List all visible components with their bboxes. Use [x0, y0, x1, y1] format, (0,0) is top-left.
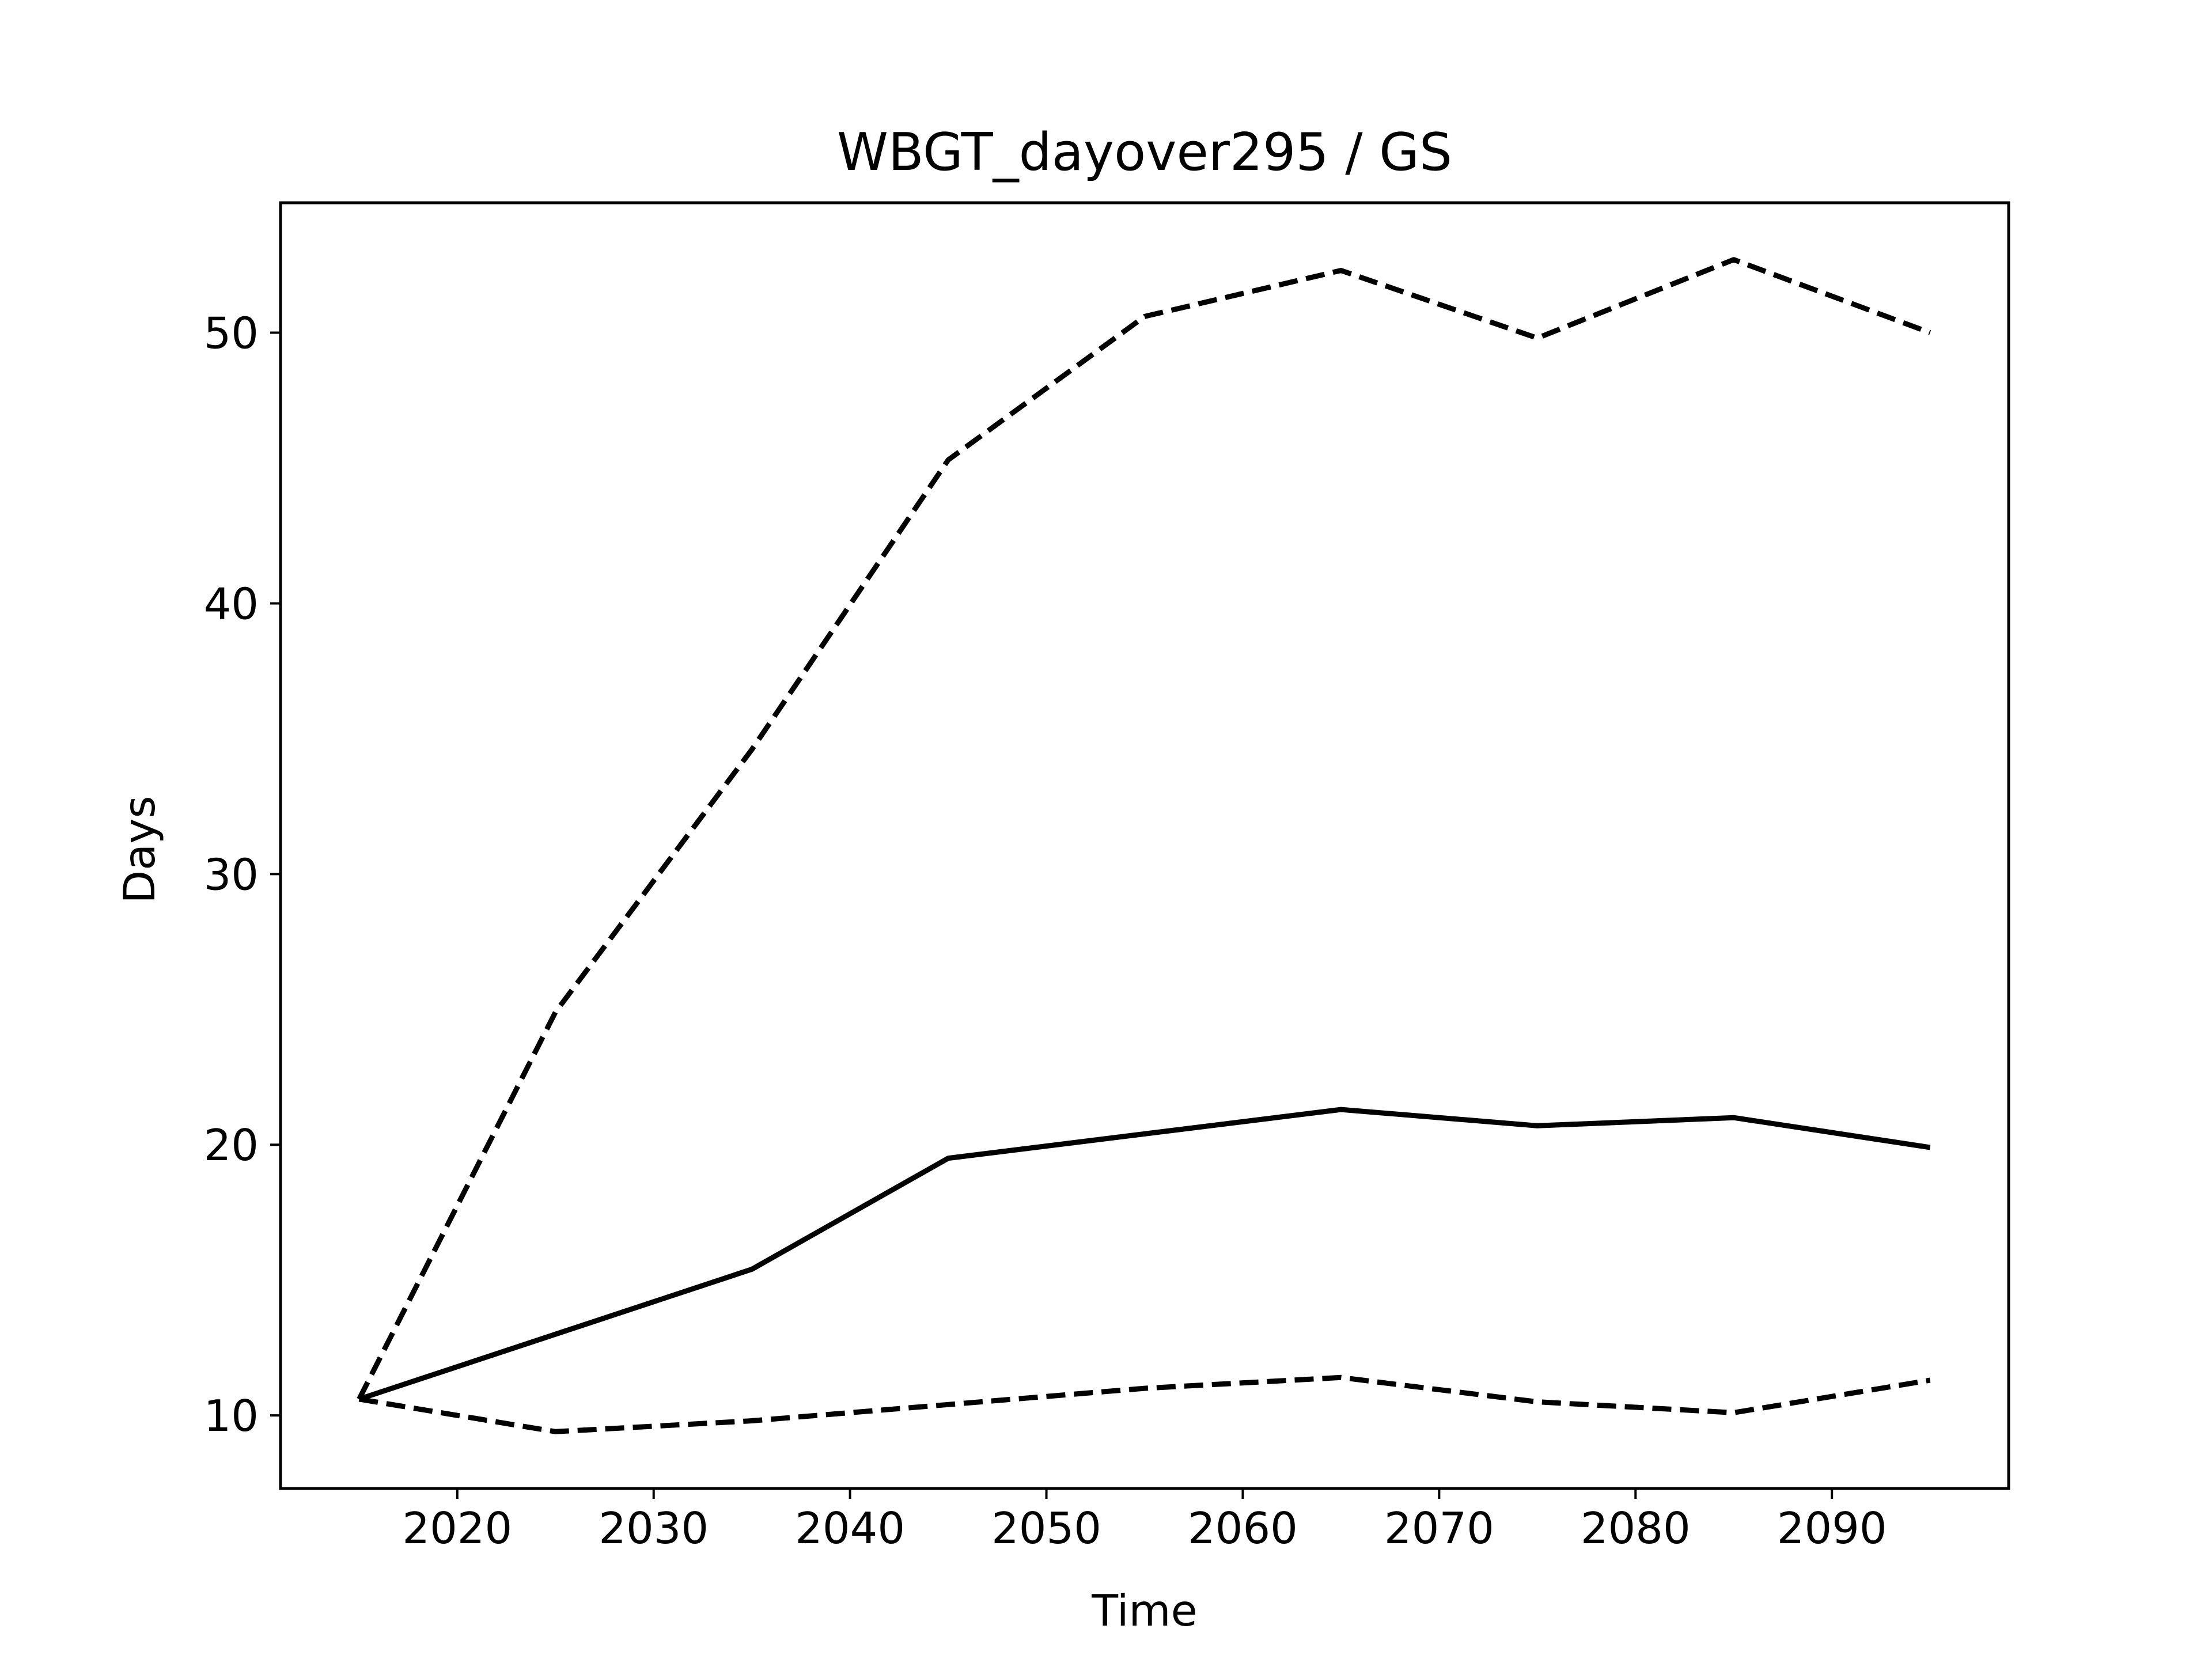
dashed-series-line: [358, 1374, 1931, 1434]
x-axis-label: Time: [1091, 1585, 1198, 1636]
series-layer: [357, 257, 1931, 1434]
x-tick-label: 2080: [1581, 1503, 1691, 1554]
x-tick-label: 2050: [991, 1503, 1101, 1554]
axis-layer: 2020 2030 2040 2050 2060 2070 2080 209010203040…: [204, 308, 1887, 1554]
dashed-series-line: [357, 257, 1931, 1400]
x-tick-label: 2070: [1384, 1503, 1494, 1554]
x-tick-label: 2090: [1777, 1503, 1887, 1554]
y-tick-label: 30: [204, 849, 259, 900]
y-tick-label: 50: [204, 308, 259, 359]
y-axis-label: Days: [114, 796, 165, 903]
x-tick-label: 2030: [599, 1503, 709, 1554]
x-tick-label: 2060: [1188, 1503, 1298, 1554]
plot-frame: [279, 201, 2010, 1490]
solid-series-line: [358, 1107, 1931, 1402]
x-tick-label: 2040: [795, 1503, 905, 1554]
y-tick-label: 20: [204, 1120, 259, 1171]
y-tick-label: 40: [204, 578, 259, 629]
x-tick-label: 2020: [402, 1503, 512, 1554]
chart-title: WBGT_dayover295 / GS: [837, 122, 1452, 183]
y-tick-label: 10: [204, 1391, 259, 1441]
